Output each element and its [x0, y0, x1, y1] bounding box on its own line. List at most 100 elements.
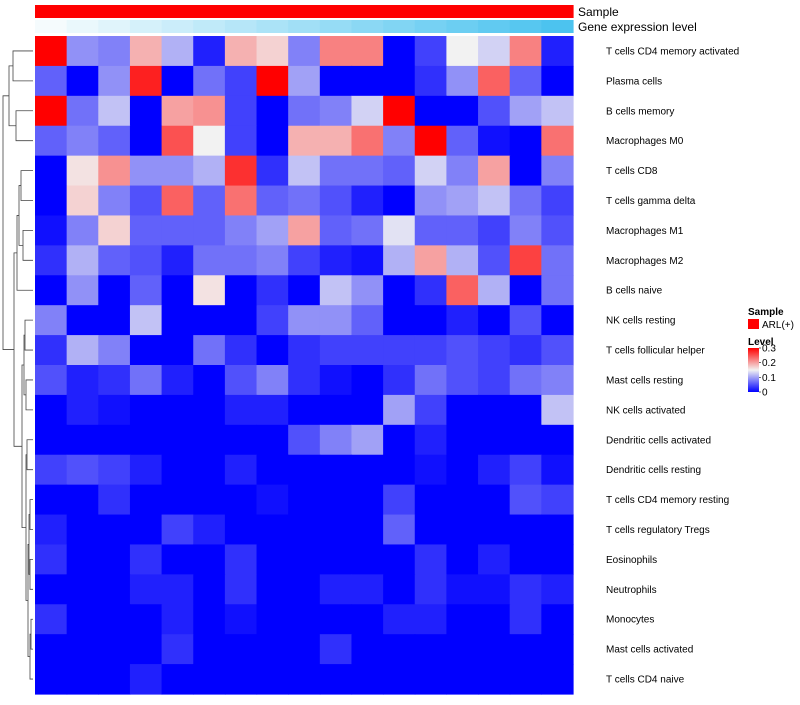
heatmap-cell	[509, 125, 542, 157]
heatmap-cell	[288, 604, 321, 635]
heatmap-cell	[129, 125, 163, 157]
heatmap-cell	[193, 155, 226, 187]
heatmap-cell	[414, 484, 448, 516]
heatmap-cell	[319, 365, 353, 396]
gene-expression-annotation-cell	[98, 20, 131, 33]
heatmap-cell	[98, 155, 131, 187]
heatmap-cell	[35, 335, 68, 366]
row-label: Mast cells resting	[606, 375, 683, 386]
heatmap-cell	[383, 574, 416, 605]
sample-annotation-cell	[478, 5, 511, 18]
heatmap-cell	[256, 664, 289, 695]
heatmap-cell	[161, 185, 194, 217]
row-label: Monocytes	[606, 615, 654, 626]
sample-annotation-cell	[129, 5, 163, 18]
heatmap-cell	[224, 335, 258, 366]
heatmap-cell	[414, 125, 448, 157]
legend-level-ticks: 0.3 0.2 0.1 0	[759, 344, 776, 399]
heatmap-cell	[98, 65, 131, 97]
heatmap-cell	[161, 365, 194, 396]
row-label: T cells regulatory Tregs	[606, 525, 710, 536]
sample-annotation-cell	[319, 5, 353, 18]
heatmap-cell	[478, 514, 511, 546]
heatmap-cell	[35, 245, 68, 276]
dendrogram-branch	[12, 50, 33, 82]
heatmap-cell	[256, 394, 289, 426]
heatmap-cell	[224, 514, 258, 546]
heatmap-cell	[541, 484, 574, 516]
heatmap-cell	[414, 275, 448, 306]
heatmap-cell	[256, 484, 289, 516]
heatmap-cell	[288, 125, 321, 157]
sample-annotation-cell	[351, 5, 384, 18]
heatmap-cell	[478, 185, 511, 217]
heatmap-cell	[319, 305, 353, 336]
heatmap-cell	[478, 634, 511, 665]
heatmap-cell	[509, 305, 542, 336]
heatmap-cell	[66, 275, 99, 306]
heatmap-cell	[161, 245, 194, 276]
heatmap-cell	[509, 95, 542, 127]
row-label: Macrophages M1	[606, 226, 684, 237]
heatmap-cell	[256, 245, 289, 276]
heatmap-cell	[129, 36, 163, 67]
heatmap-cell	[161, 574, 194, 605]
heatmap-cell	[478, 484, 511, 516]
dendrogram-branch	[29, 559, 33, 590]
heatmap-cell	[66, 634, 99, 665]
heatmap-cell	[193, 95, 226, 127]
gene-expression-annotation-cell	[224, 20, 258, 33]
gene-expression-annotation-cell	[161, 20, 194, 33]
heatmap-cell	[66, 245, 99, 276]
legend-level-tick-label: 0.3	[762, 344, 776, 355]
heatmap-cell	[509, 155, 542, 187]
row-label: Dendritic cells resting	[606, 465, 701, 476]
heatmap-cell	[35, 155, 68, 187]
heatmap-cell	[129, 275, 163, 306]
heatmap-cell	[319, 424, 353, 456]
heatmap-cell	[446, 544, 479, 575]
heatmap-cell	[478, 305, 511, 336]
heatmap-cell	[193, 36, 226, 67]
heatmap-cell	[478, 95, 511, 127]
heatmap-cell	[509, 514, 542, 546]
heatmap-cell	[509, 185, 542, 217]
dendrogram-branch	[25, 379, 33, 411]
heatmap-cell	[351, 305, 384, 336]
heatmap-cell	[414, 335, 448, 366]
heatmap-cell	[541, 514, 574, 546]
heatmap-cell	[224, 544, 258, 575]
heatmap-cell	[193, 125, 226, 157]
heatmap-cell	[66, 484, 99, 516]
heatmap-cell	[383, 125, 416, 157]
heatmap-cell	[509, 604, 542, 635]
heatmap-cell	[509, 424, 542, 456]
heatmap-cell	[446, 514, 479, 546]
heatmap-cell	[129, 245, 163, 276]
heatmap-cell	[193, 574, 226, 605]
heatmap-cell	[414, 664, 448, 695]
heatmap-cell	[383, 65, 416, 97]
heatmap-cell	[288, 454, 321, 486]
heatmap-cell	[161, 514, 194, 546]
heatmap-cell	[319, 454, 353, 486]
heatmap-cell	[98, 394, 131, 426]
heatmap-cell	[35, 634, 68, 665]
sample-annotation-cell	[446, 5, 479, 18]
heatmap-cell	[224, 36, 258, 67]
heatmap-cell	[256, 125, 289, 157]
gene-expression-annotation-cell	[319, 20, 353, 33]
heatmap-cell	[351, 634, 384, 665]
heatmap-cell	[256, 424, 289, 456]
heatmap-cell	[66, 454, 99, 486]
heatmap-cell	[383, 544, 416, 575]
heatmap-cell	[288, 245, 321, 276]
heatmap-cell	[351, 454, 384, 486]
heatmap-cell	[161, 275, 194, 306]
sample-annotation-cell	[66, 5, 99, 18]
heatmap-cell	[288, 544, 321, 575]
heatmap-cell	[35, 36, 68, 67]
heatmap-cell	[414, 185, 448, 217]
heatmap-cell	[414, 574, 448, 605]
heatmap-cell	[66, 424, 99, 456]
